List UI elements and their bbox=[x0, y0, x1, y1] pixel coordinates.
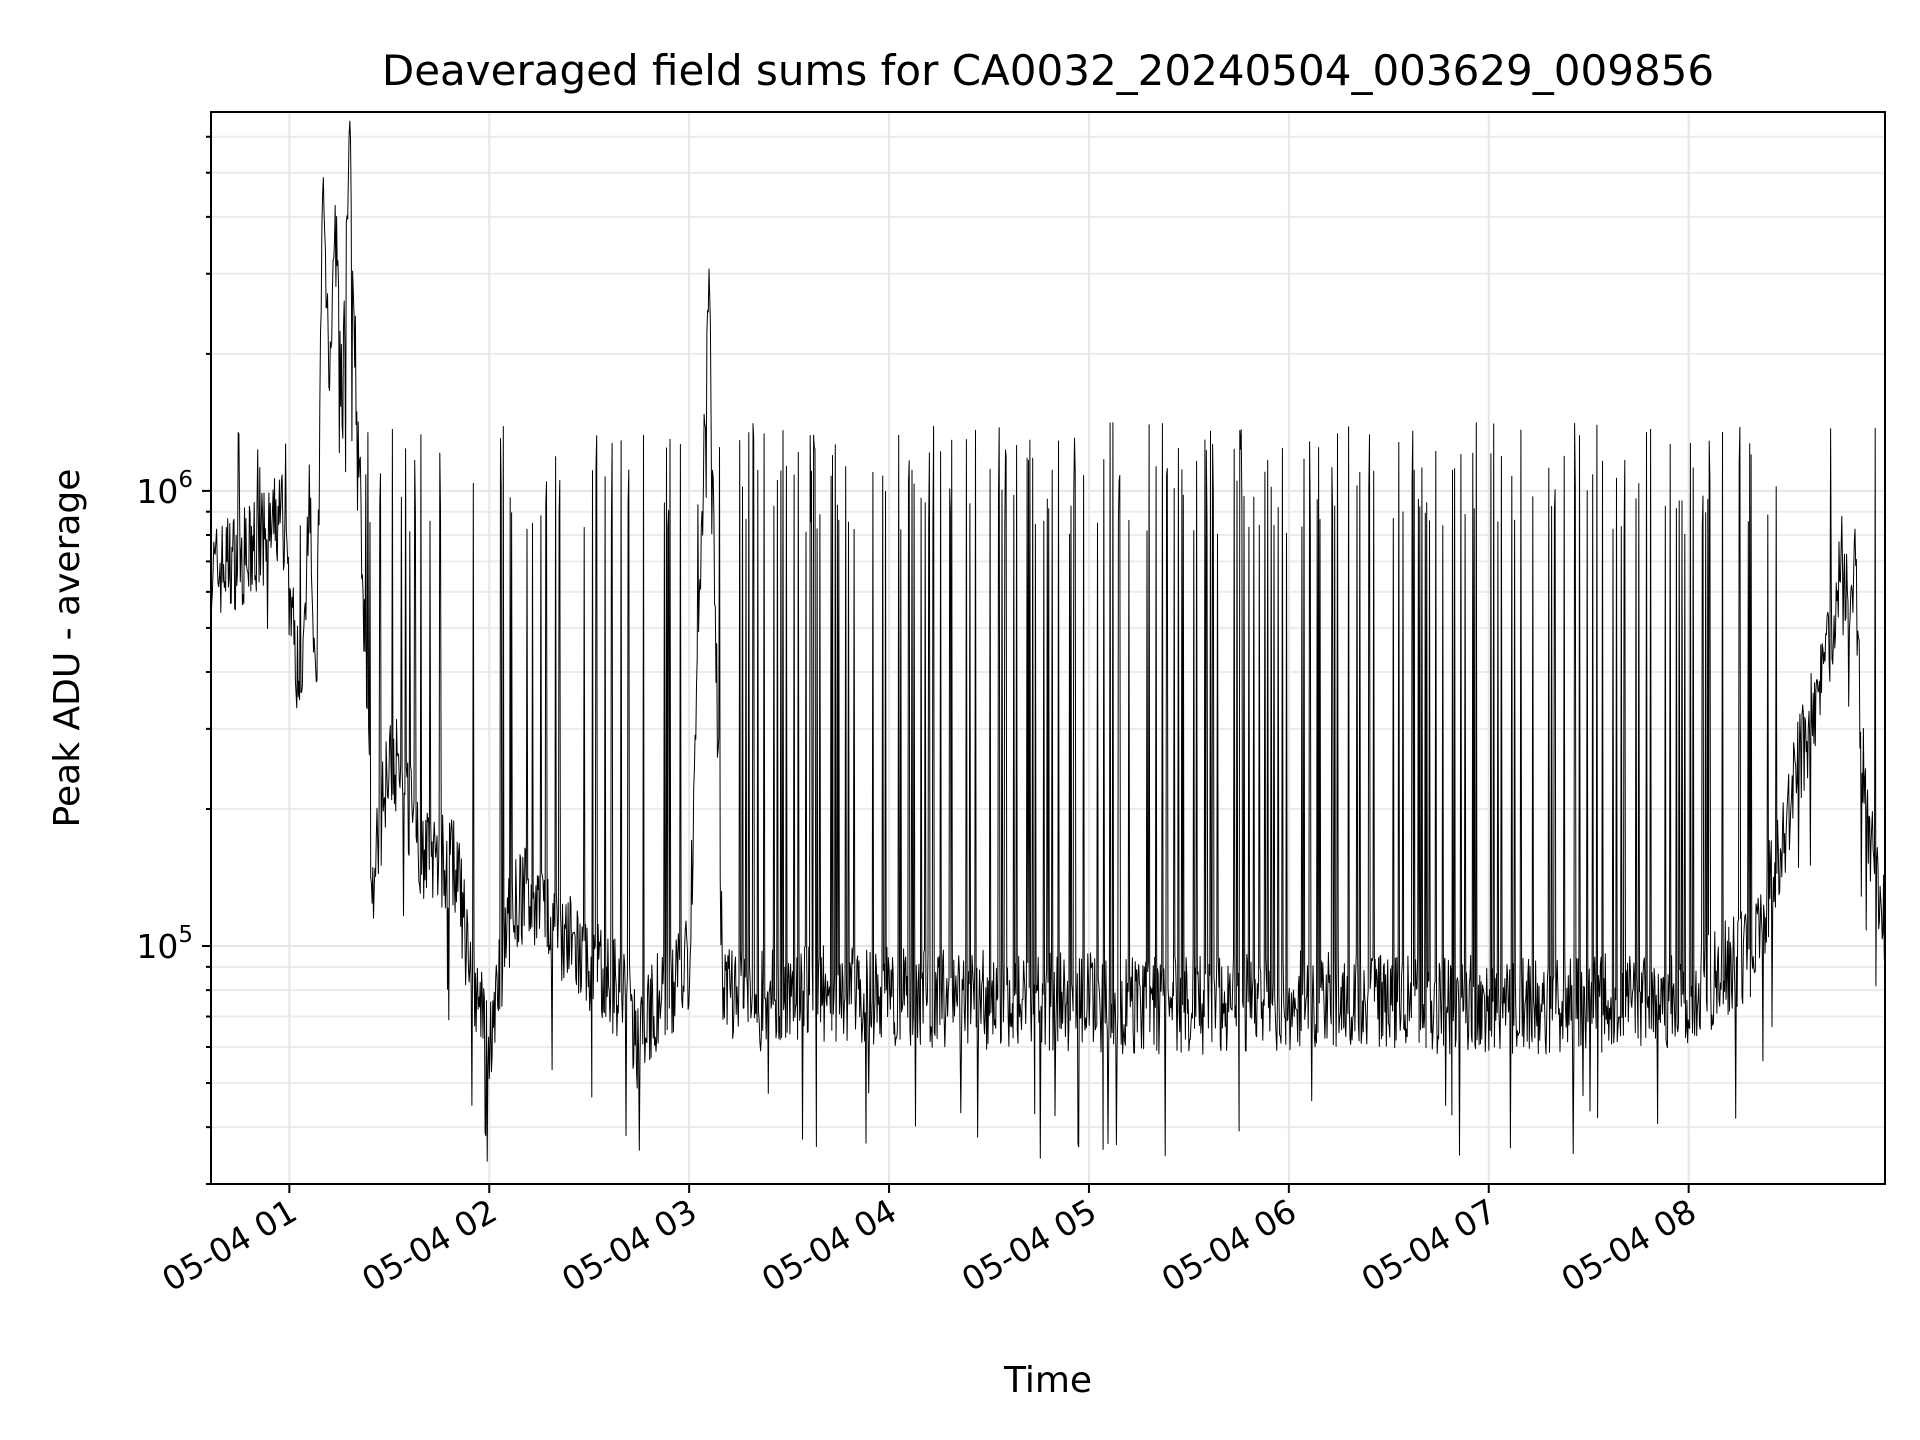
x-tick-label: 05-04 05 bbox=[955, 1191, 1103, 1299]
plot-frame bbox=[210, 111, 1886, 1185]
x-tick-label: 05-04 01 bbox=[155, 1191, 303, 1299]
chart-title: Deaveraged field sums for CA0032_2024050… bbox=[382, 46, 1714, 95]
x-tick-label: 05-04 02 bbox=[355, 1191, 503, 1299]
y-axis-label: Peak ADU - average bbox=[47, 469, 88, 828]
x-tick-label: 05-04 03 bbox=[555, 1191, 703, 1299]
series-layer bbox=[210, 120, 1886, 1162]
y-tick-label: 105 bbox=[136, 922, 193, 966]
series-line bbox=[210, 120, 1886, 1162]
x-tick-label: 05-04 06 bbox=[1155, 1191, 1303, 1299]
ticks: 105 106 05-04 01 05-04 02 05-04 03 05-04 04 05… bbox=[136, 135, 1703, 1299]
grid bbox=[211, 112, 1885, 1185]
x-tick-label: 05-04 08 bbox=[1555, 1191, 1703, 1299]
x-axis-label: Time bbox=[1003, 1360, 1092, 1401]
x-tick-label: 05-04 07 bbox=[1355, 1191, 1503, 1299]
x-tick-label: 05-04 04 bbox=[755, 1191, 903, 1299]
y-tick-label: 106 bbox=[136, 467, 193, 511]
